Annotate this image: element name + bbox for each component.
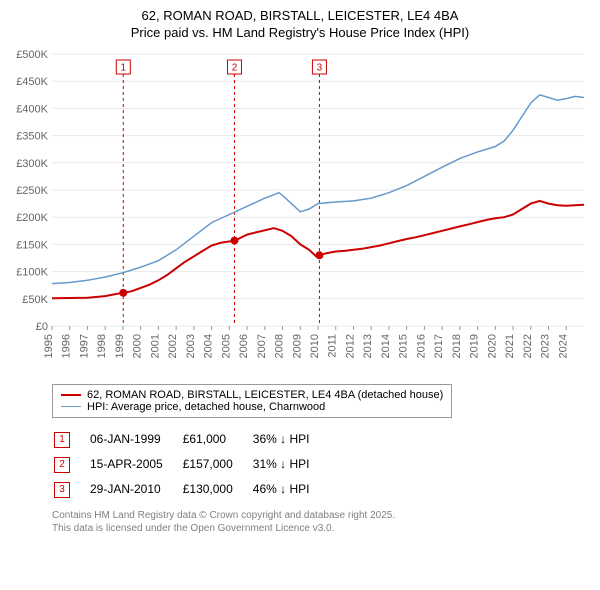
sale-date: 06-JAN-1999 — [90, 428, 181, 451]
sales-table: 1 06-JAN-1999£61,00036% ↓ HPI 2 15-APR-2005… — [52, 426, 329, 503]
chart-svg: £0 £50K £100K £150K £200K £250K £300K £350K £400… — [8, 48, 588, 378]
x-tick-label: 2010 — [309, 334, 321, 358]
footnote-line-2: This data is licensed under the Open Gov… — [52, 522, 592, 535]
x-tick-label: 2017 — [433, 334, 445, 358]
x-tick-label: 2016 — [415, 334, 427, 358]
y-tick-label: £50K — [22, 294, 48, 306]
sale-n: 1 — [54, 428, 88, 451]
x-tick-label: 2000 — [132, 334, 144, 358]
x-tick-label: 1998 — [96, 334, 108, 358]
footnote-line-1: Contains HM Land Registry data © Crown c… — [52, 509, 592, 522]
sale-marker-number: 1 — [121, 62, 127, 73]
title-line-2: Price paid vs. HM Land Registry's House … — [8, 25, 592, 42]
title-line-1: 62, ROMAN ROAD, BIRSTALL, LEICESTER, LE4… — [8, 8, 592, 25]
x-tick-label: 2009 — [291, 334, 303, 358]
sale-n: 2 — [54, 453, 88, 476]
sale-price: £157,000 — [183, 453, 251, 476]
series-price_paid — [52, 201, 584, 298]
x-tick-label: 2013 — [362, 334, 374, 358]
x-tick-label: 2012 — [344, 334, 356, 358]
sale-marker-number: 3 — [317, 62, 323, 73]
sale-date: 15-APR-2005 — [90, 453, 181, 476]
price-chart: £0 £50K £100K £150K £200K £250K £300K £350K £400… — [8, 48, 592, 378]
y-tick-label: £500K — [16, 49, 48, 61]
x-tick-label: 2011 — [327, 334, 339, 358]
sale-marker-badge: 2 — [54, 457, 70, 473]
sale-n: 3 — [54, 478, 88, 501]
x-tick-label: 2018 — [451, 334, 463, 358]
x-tick-label: 2001 — [149, 334, 161, 358]
y-tick-label: £200K — [16, 212, 48, 224]
x-tick-label: 2003 — [185, 334, 197, 358]
y-tick-label: £0 — [36, 321, 48, 333]
table-row: 2 15-APR-2005£157,00031% ↓ HPI — [54, 453, 327, 476]
legend-label: HPI: Average price, detached house, Char… — [87, 401, 325, 413]
sale-delta: 46% ↓ HPI — [253, 478, 328, 501]
sale-price: £61,000 — [183, 428, 251, 451]
sale-marker-number: 2 — [232, 62, 238, 73]
table-row: 3 29-JAN-2010£130,00046% ↓ HPI — [54, 478, 327, 501]
legend-swatch — [61, 406, 81, 407]
y-tick-label: £350K — [16, 130, 48, 142]
y-tick-label: £400K — [16, 103, 48, 115]
x-tick-label: 2008 — [274, 334, 286, 358]
x-tick-label: 2019 — [469, 334, 481, 358]
legend: 62, ROMAN ROAD, BIRSTALL, LEICESTER, LE4… — [52, 384, 452, 418]
sale-date: 29-JAN-2010 — [90, 478, 181, 501]
x-tick-label: 2023 — [540, 334, 552, 358]
x-tick-label: 2002 — [167, 334, 179, 358]
legend-label: 62, ROMAN ROAD, BIRSTALL, LEICESTER, LE4… — [87, 389, 443, 401]
x-tick-label: 2020 — [486, 334, 498, 358]
sale-marker-badge: 3 — [54, 482, 70, 498]
sale-price: £130,000 — [183, 478, 251, 501]
legend-item: HPI: Average price, detached house, Char… — [61, 401, 443, 413]
x-tick-label: 2022 — [522, 334, 534, 358]
x-tick-label: 1999 — [114, 334, 126, 358]
x-tick-label: 1995 — [43, 334, 55, 358]
sale-marker-badge: 1 — [54, 432, 70, 448]
y-tick-label: £150K — [16, 239, 48, 251]
x-tick-label: 2004 — [203, 334, 215, 358]
y-tick-label: £450K — [16, 76, 48, 88]
legend-item: 62, ROMAN ROAD, BIRSTALL, LEICESTER, LE4… — [61, 389, 443, 401]
x-tick-label: 2024 — [557, 334, 569, 358]
y-tick-label: £100K — [16, 266, 48, 278]
legend-swatch — [61, 394, 81, 396]
y-tick-label: £300K — [16, 158, 48, 170]
x-tick-label: 2015 — [398, 334, 410, 358]
y-tick-label: £250K — [16, 185, 48, 197]
table-row: 1 06-JAN-1999£61,00036% ↓ HPI — [54, 428, 327, 451]
x-tick-label: 1996 — [61, 334, 73, 358]
x-tick-label: 2005 — [220, 334, 232, 358]
x-tick-label: 2021 — [504, 334, 516, 358]
chart-title: 62, ROMAN ROAD, BIRSTALL, LEICESTER, LE4… — [8, 8, 592, 42]
sale-delta: 31% ↓ HPI — [253, 453, 328, 476]
x-tick-label: 1997 — [78, 334, 90, 358]
footnote: Contains HM Land Registry data © Crown c… — [52, 509, 592, 535]
sale-delta: 36% ↓ HPI — [253, 428, 328, 451]
x-tick-label: 2006 — [238, 334, 250, 358]
x-tick-label: 2014 — [380, 334, 392, 358]
x-tick-label: 2007 — [256, 334, 268, 358]
